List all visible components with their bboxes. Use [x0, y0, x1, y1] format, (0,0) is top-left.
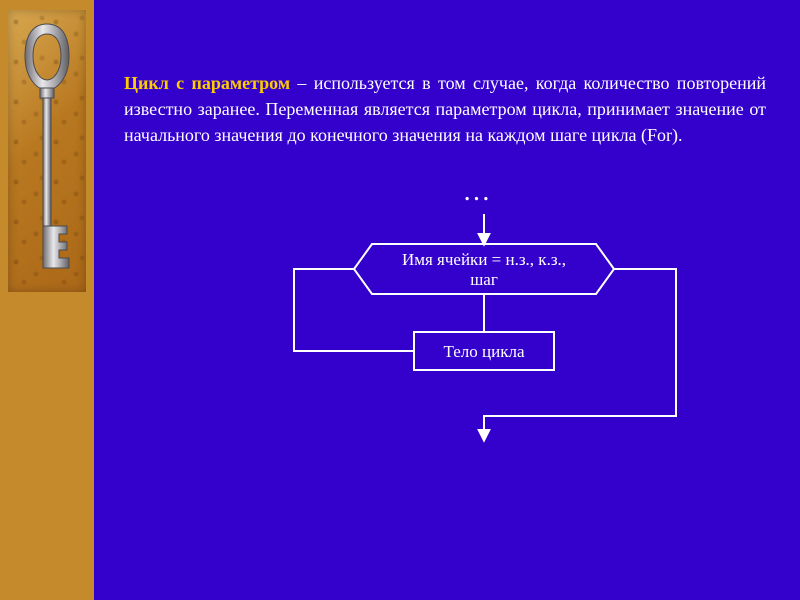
svg-text:шаг: шаг	[470, 270, 498, 289]
svg-text:Тело цикла: Тело цикла	[444, 342, 525, 361]
ellipsis: …	[189, 176, 766, 208]
flowchart: Имя ячейки = н.з., к.з.,шаг Тело цикла	[124, 208, 764, 458]
svg-text:Имя ячейки = н.з., к.з.,: Имя ячейки = н.з., к.з.,	[402, 250, 566, 269]
description-paragraph: Цикл с параметром – используется в том с…	[124, 70, 766, 148]
sidebar	[0, 0, 94, 600]
key-image-tile	[8, 10, 86, 292]
slide-content: Цикл с параметром – используется в том с…	[94, 0, 800, 600]
term-highlight: Цикл с параметром	[124, 73, 290, 93]
key-icon	[19, 16, 75, 286]
